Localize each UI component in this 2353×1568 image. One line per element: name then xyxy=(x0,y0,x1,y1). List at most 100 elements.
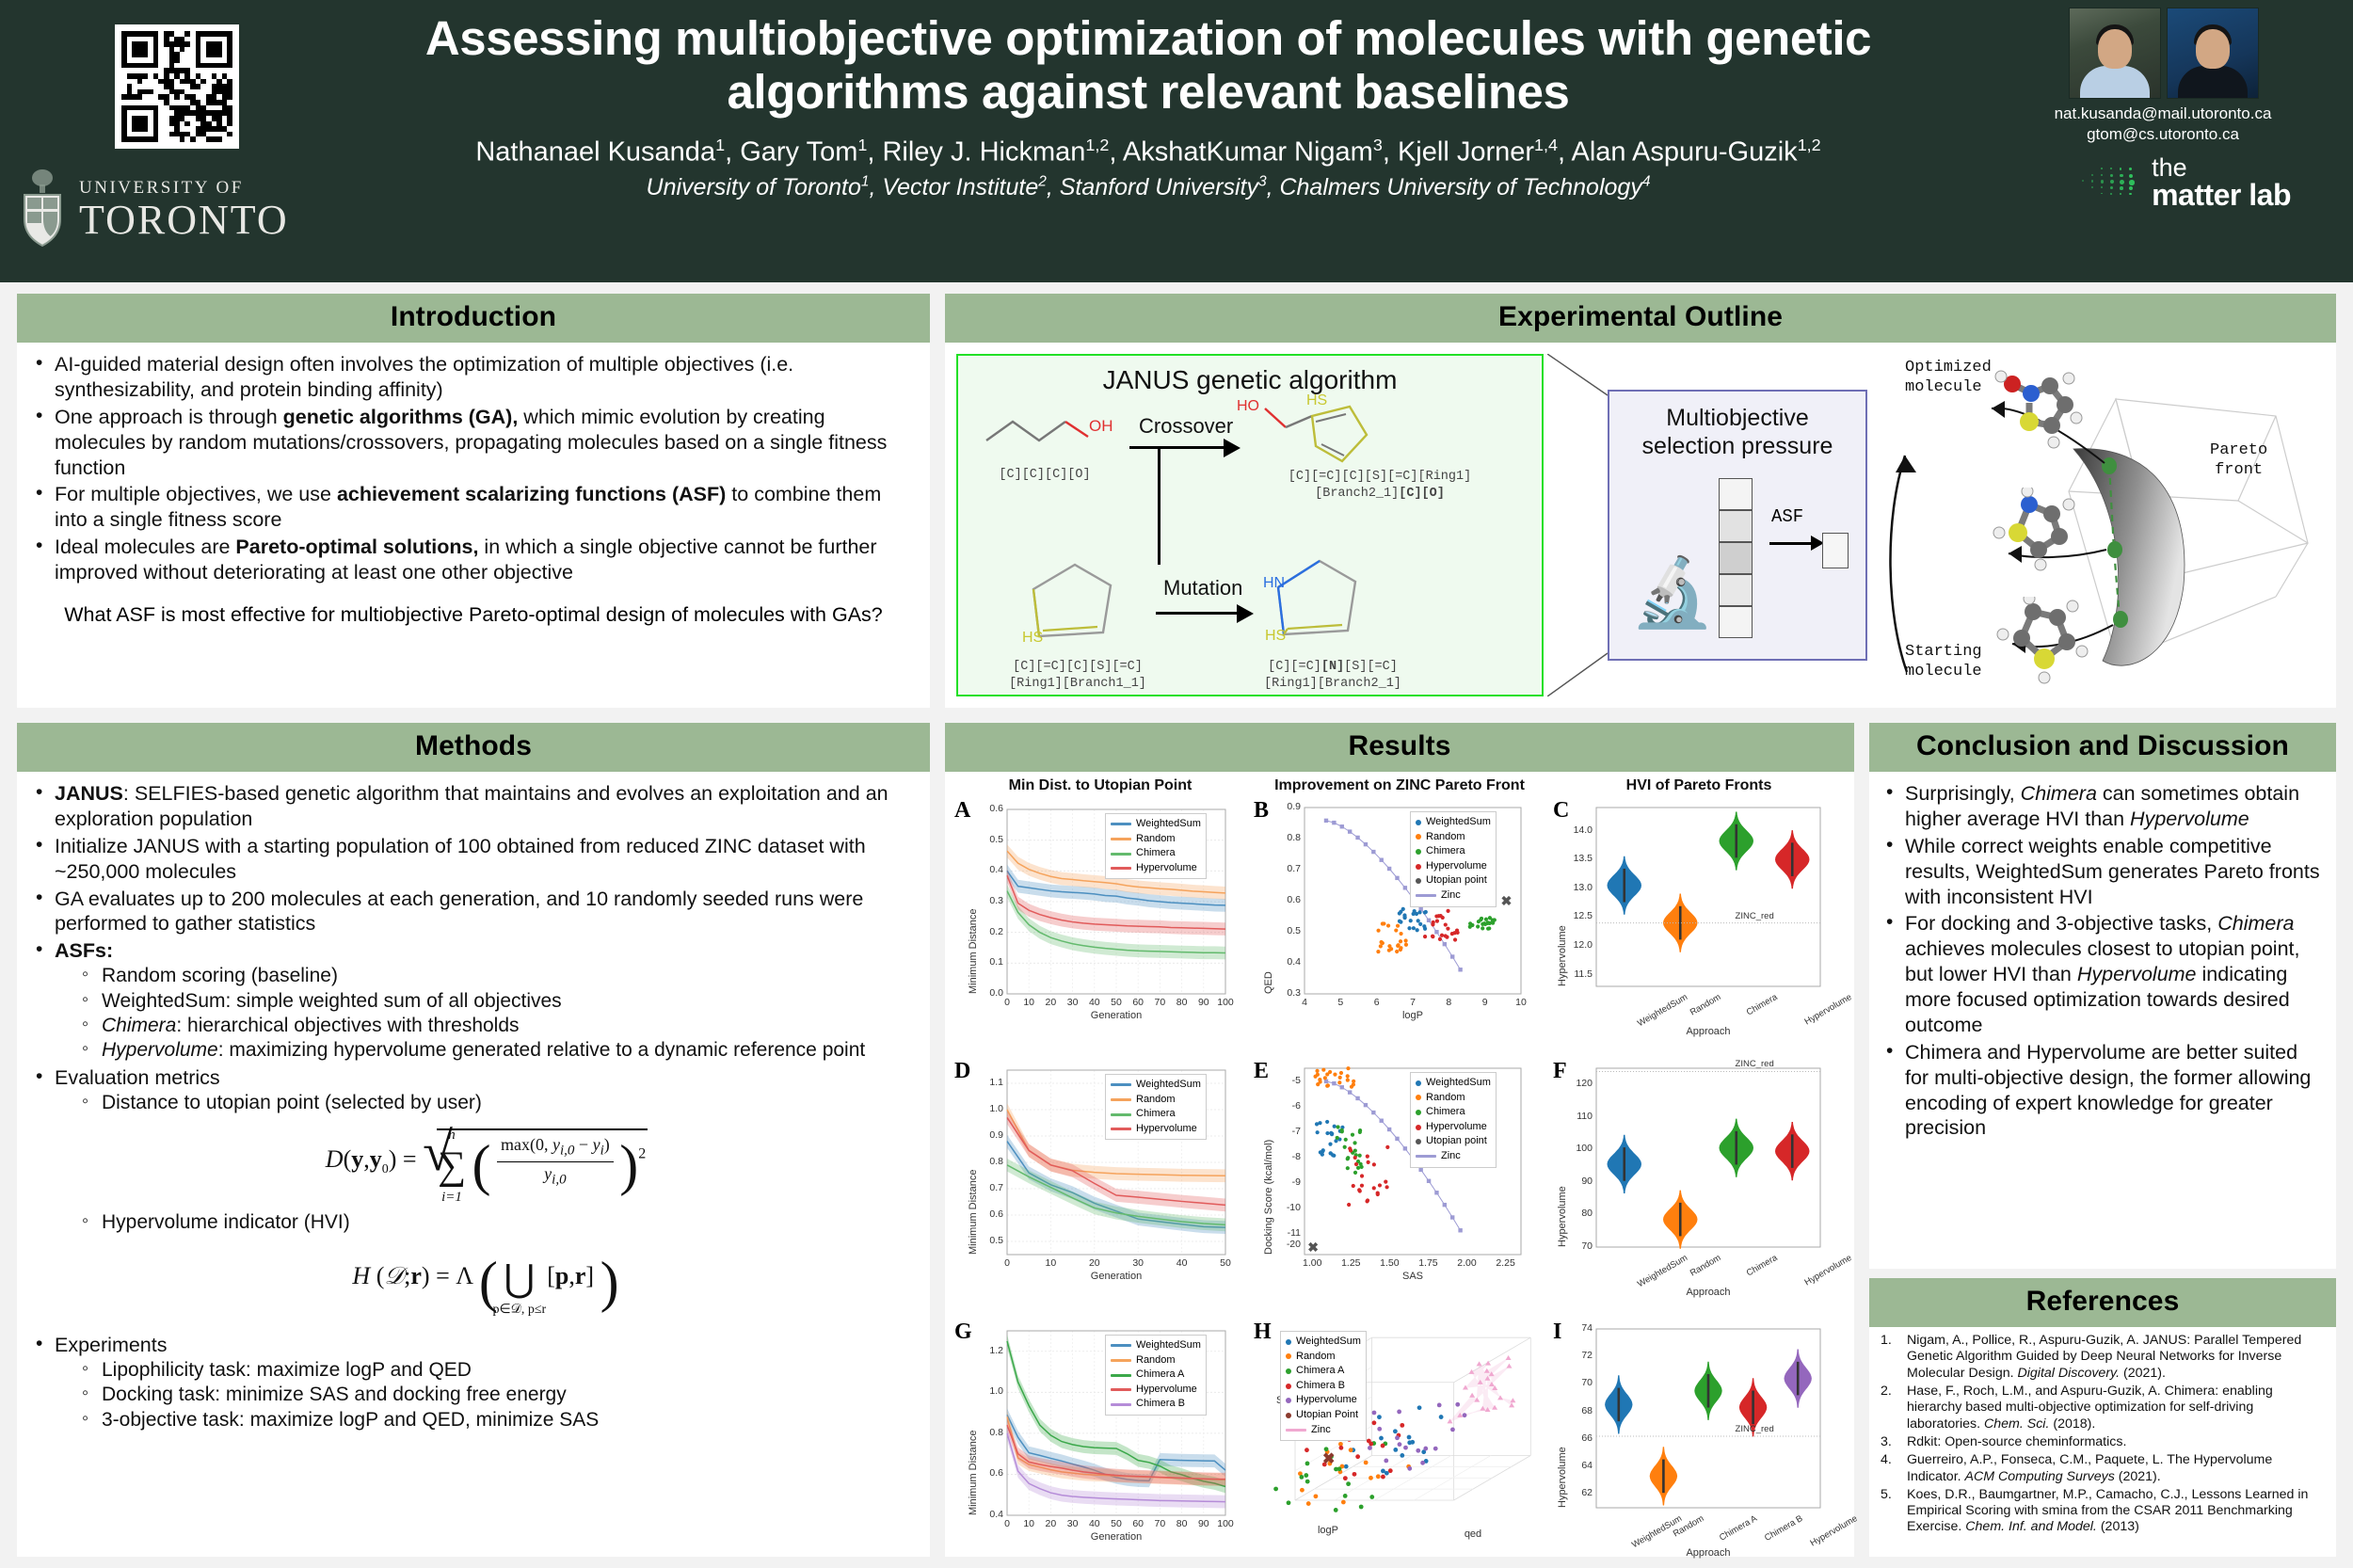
contact-emails: nat.kusanda@mail.utoronto.ca gtom@cs.uto… xyxy=(2022,104,2304,145)
y-tick-label: 0.5 xyxy=(989,833,1003,845)
section-results: Results Min Dist. to Utopian Point Impro… xyxy=(945,723,1860,1559)
email-kusanda[interactable]: nat.kusanda@mail.utoronto.ca xyxy=(2054,104,2272,122)
y-tick-label: 120 xyxy=(1576,1078,1593,1090)
legend-item: Random xyxy=(1111,832,1201,847)
legend-item: Random xyxy=(1416,830,1491,845)
legend-label: Hypervolume xyxy=(1426,1120,1487,1132)
section-experimental-outline: Experimental Outline JANUS genetic algor… xyxy=(945,294,2336,708)
list-item: Hase, F., Roch, L.M., and Aspuru-Guzik, … xyxy=(1881,1383,2273,1432)
x-tick-label: 10 xyxy=(1515,997,1527,1008)
x-tick-label: 20 xyxy=(1045,1518,1057,1529)
y-tick-label: 0.4 xyxy=(1287,956,1301,968)
legend-item: Chimera B xyxy=(1111,1397,1201,1412)
violin-chart-C xyxy=(1595,807,1821,987)
y-tick-label: 0.5 xyxy=(989,1235,1003,1246)
matter-lab-dots-icon xyxy=(2080,153,2138,212)
panel-label-E: E xyxy=(1254,1059,1270,1083)
chart-legend: WeightedSum Random Chimera Hypervolume Utopi… xyxy=(1410,811,1497,907)
legend-swatch xyxy=(1111,1128,1131,1131)
qr-code[interactable] xyxy=(115,24,239,149)
x-tick-label: 20 xyxy=(1088,1257,1100,1269)
chart-legend: WeightedSum Random Chimera Hypervolume Utopi… xyxy=(1410,1072,1497,1168)
chart-legend: WeightedSum Random Chimera Hypervolume xyxy=(1105,813,1207,880)
legend-label: WeightedSum xyxy=(1426,1077,1491,1088)
email-tom[interactable]: gtom@cs.utoronto.ca xyxy=(2087,124,2239,143)
x-tick-label: 100 xyxy=(1217,997,1234,1008)
legend-label: Zinc xyxy=(1441,1150,1461,1162)
asf-arrow-head xyxy=(1811,536,1824,551)
legend-item: Random xyxy=(1111,1093,1201,1108)
title-line-1: Assessing multiobjective optimization of… xyxy=(424,11,1872,65)
list-item: Evaluation metrics Distance to utopian p… xyxy=(30,1064,917,1318)
legend-item: Chimera A xyxy=(1286,1364,1361,1379)
population-column xyxy=(1719,478,1753,638)
panel-label-A: A xyxy=(954,798,971,823)
y-tick-label: 1.1 xyxy=(989,1077,1003,1088)
legend-label: Utopian Point xyxy=(1296,1409,1359,1421)
results-panel-F: F ZINC_red 70 80 90 100 110 120 WeightedSum Rando… xyxy=(1549,1055,1854,1316)
author-photos xyxy=(2069,8,2259,99)
x-axis-label: SAS xyxy=(1401,1271,1423,1282)
selfies-parent1: [C][C][C][O] xyxy=(999,468,1091,482)
legend-item: WeightedSum xyxy=(1111,817,1201,832)
x-tick-label: 5 xyxy=(1337,997,1344,1008)
legend-label: WeightedSum xyxy=(1136,1339,1201,1351)
y-tick-label: 0.9 xyxy=(989,1129,1003,1141)
crossover-tee xyxy=(1158,446,1160,565)
molecule-thiophene: HS xyxy=(1022,563,1112,646)
scatter-chart-E: ✖ xyxy=(1304,1066,1522,1256)
legend-swatch xyxy=(1416,834,1421,840)
panel-label-G: G xyxy=(954,1320,972,1344)
crossover-label: Crossover xyxy=(1139,414,1234,438)
methods-heading: Methods xyxy=(17,723,930,772)
legend-swatch xyxy=(1286,1368,1291,1375)
x-tick-label: 60 xyxy=(1132,997,1144,1008)
svg-text:✖: ✖ xyxy=(1322,1451,1335,1467)
reference-line-label: ZINC_red xyxy=(1735,910,1774,921)
y-axis-label: Hypervolume xyxy=(1557,1447,1568,1508)
legend-item: WeightedSum xyxy=(1416,815,1491,830)
microscope-icon: 🔬 xyxy=(1630,555,1715,631)
x-tick-label: 70 xyxy=(1154,1518,1166,1529)
violin-chart-I xyxy=(1595,1328,1821,1509)
x-tick-label: 30 xyxy=(1066,997,1079,1008)
mutation-arrow-head xyxy=(1237,604,1254,623)
y-tick-label: 0.3 xyxy=(1287,987,1301,999)
legend-label: Chimera xyxy=(1136,847,1176,859)
legend-swatch xyxy=(1111,1112,1131,1116)
line-chart-D xyxy=(1006,1069,1226,1256)
optimized-molecule-label: Optimized molecule xyxy=(1905,359,1992,397)
list-item: Guerreiro, A.P., Fonseca, C.M., Paquete,… xyxy=(1881,1452,2273,1484)
svg-text:HS: HS xyxy=(1306,392,1327,408)
violin-chart-F xyxy=(1595,1067,1821,1249)
section-introduction: Introduction AI-guided material design o… xyxy=(17,294,930,708)
x-tick-label: 90 xyxy=(1197,1518,1209,1529)
results-column-title-2: Improvement on ZINC Pareto Front xyxy=(1274,777,1525,793)
y-tick-label: -6 xyxy=(1291,1099,1301,1112)
y-tick-label: -9 xyxy=(1291,1176,1301,1189)
legend-item: Utopian Point xyxy=(1286,1408,1361,1423)
x-tick-label: 40 xyxy=(1176,1257,1188,1269)
experimental-outline-heading: Experimental Outline xyxy=(945,294,2336,343)
x-tick-label: 50 xyxy=(1220,1257,1231,1269)
legend-item: Chimera xyxy=(1111,1107,1201,1122)
university-logo: UNIVERSITY OF TORONTO xyxy=(17,158,287,262)
janus-title: JANUS genetic algorithm xyxy=(1102,365,1398,394)
x-tick-label: 80 xyxy=(1176,997,1188,1008)
legend-item: Random xyxy=(1286,1350,1361,1365)
y-tick-label: 0.9 xyxy=(1287,801,1301,812)
x-tick-label: 50 xyxy=(1111,997,1122,1008)
list-item: Docking task: minimize SAS and docking f… xyxy=(79,1382,917,1407)
results-heading: Results xyxy=(945,723,1854,772)
list-item: Ideal molecules are Pareto-optimal solut… xyxy=(30,534,917,585)
list-item: ASFs: Random scoring (baseline) Weighted… xyxy=(30,937,917,1064)
selfies-parent2: [C][=C][C][S][=C] [Ring1][Branch1_1] xyxy=(1009,660,1146,692)
legend-swatch xyxy=(1416,863,1421,870)
legend-label: Random xyxy=(1136,1353,1176,1366)
legend-item: Random xyxy=(1111,1353,1201,1368)
y-tick-label: 80 xyxy=(1581,1208,1593,1220)
legend-item: Hypervolume xyxy=(1111,861,1201,876)
legend-label: Chimera A xyxy=(1296,1365,1345,1377)
x-tick-label: 60 xyxy=(1132,1518,1144,1529)
selfies-child2: [C][=C][N][S][=C] [Ring1][Branch2_1] xyxy=(1264,660,1401,692)
